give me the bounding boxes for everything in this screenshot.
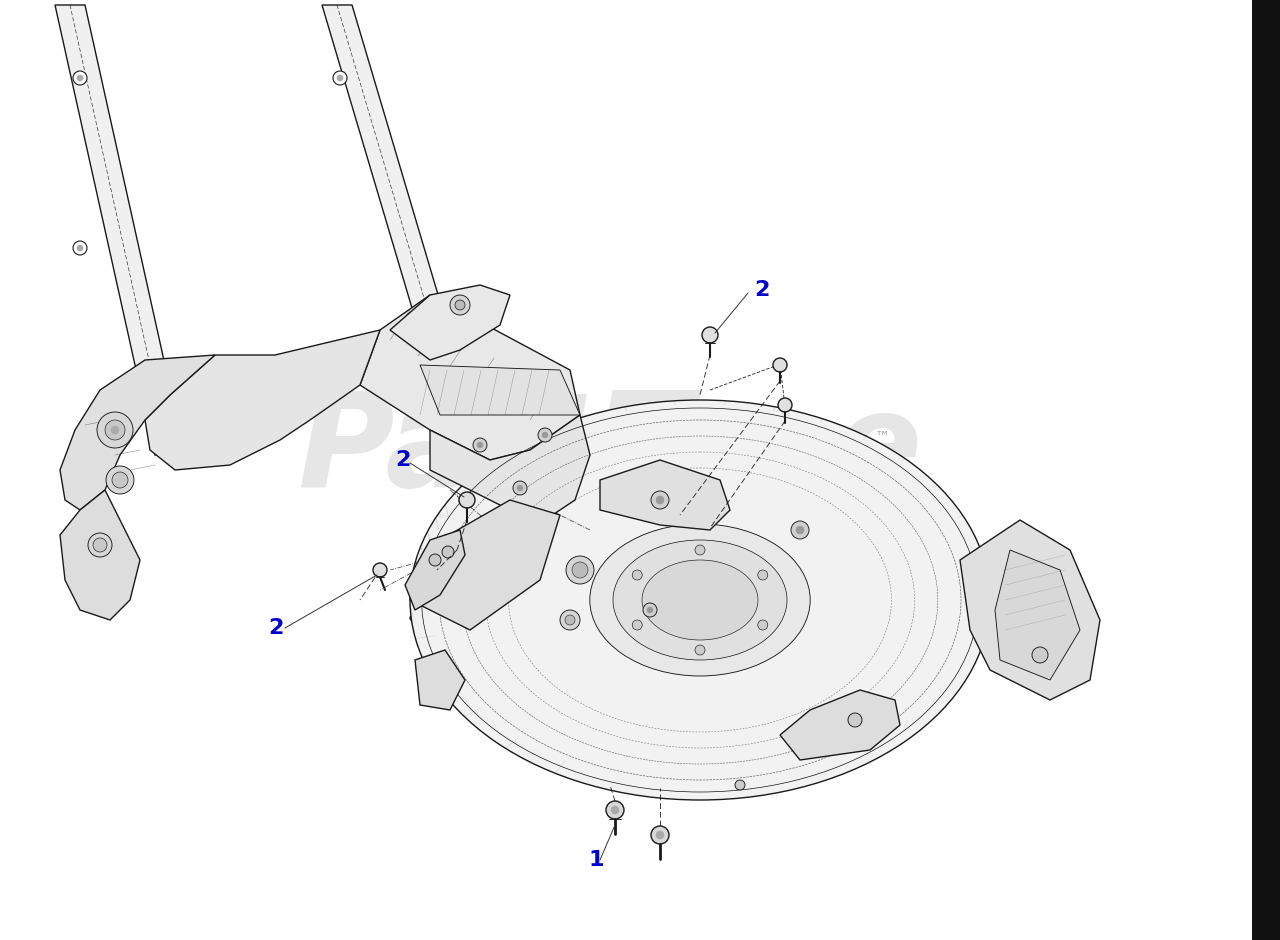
Circle shape	[796, 526, 804, 534]
Circle shape	[849, 713, 861, 727]
Circle shape	[657, 496, 664, 504]
Ellipse shape	[613, 540, 787, 660]
Circle shape	[778, 398, 792, 412]
Circle shape	[611, 806, 620, 814]
Circle shape	[735, 780, 745, 790]
Ellipse shape	[590, 524, 810, 676]
Polygon shape	[960, 520, 1100, 700]
Circle shape	[646, 607, 653, 613]
Circle shape	[337, 75, 343, 81]
Circle shape	[113, 472, 128, 488]
Polygon shape	[430, 415, 590, 520]
Text: 2: 2	[268, 618, 283, 638]
Circle shape	[1032, 647, 1048, 663]
Text: PartTree: PartTree	[297, 386, 923, 513]
Circle shape	[632, 620, 643, 630]
Polygon shape	[60, 490, 140, 620]
Circle shape	[105, 420, 125, 440]
Polygon shape	[60, 355, 215, 510]
Polygon shape	[360, 295, 580, 460]
Circle shape	[333, 71, 347, 85]
Polygon shape	[995, 550, 1080, 680]
Text: 2: 2	[754, 280, 769, 300]
Circle shape	[541, 432, 548, 438]
Circle shape	[758, 620, 768, 630]
Polygon shape	[410, 500, 561, 630]
Ellipse shape	[410, 400, 989, 800]
Circle shape	[758, 570, 768, 580]
Circle shape	[652, 491, 669, 509]
Text: ™: ™	[876, 430, 891, 445]
Polygon shape	[145, 330, 380, 470]
Circle shape	[474, 438, 486, 452]
Circle shape	[773, 358, 787, 372]
Circle shape	[564, 615, 575, 625]
Circle shape	[632, 570, 643, 580]
Circle shape	[111, 426, 119, 434]
Circle shape	[77, 245, 83, 251]
Circle shape	[106, 466, 134, 494]
Ellipse shape	[410, 594, 989, 642]
Circle shape	[538, 428, 552, 442]
Circle shape	[477, 442, 483, 448]
Circle shape	[572, 562, 588, 578]
Circle shape	[652, 826, 669, 844]
Circle shape	[451, 295, 470, 315]
Ellipse shape	[643, 560, 758, 640]
Circle shape	[88, 533, 113, 557]
Text: 2: 2	[396, 450, 411, 470]
Circle shape	[93, 538, 108, 552]
Circle shape	[73, 241, 87, 255]
Circle shape	[97, 412, 133, 448]
Circle shape	[695, 545, 705, 555]
Polygon shape	[323, 5, 451, 335]
Circle shape	[561, 610, 580, 630]
Polygon shape	[600, 460, 730, 530]
Polygon shape	[780, 690, 900, 760]
Circle shape	[517, 485, 524, 491]
Polygon shape	[404, 530, 465, 610]
Polygon shape	[390, 285, 509, 360]
Circle shape	[454, 300, 465, 310]
Circle shape	[605, 801, 625, 819]
Circle shape	[643, 603, 657, 617]
Circle shape	[429, 554, 442, 566]
Circle shape	[372, 563, 387, 577]
Circle shape	[791, 521, 809, 539]
Bar	[1252, 0, 1280, 940]
Polygon shape	[415, 650, 465, 710]
Circle shape	[73, 71, 87, 85]
Circle shape	[442, 546, 454, 558]
Circle shape	[77, 75, 83, 81]
Circle shape	[657, 831, 664, 839]
Text: 1: 1	[588, 850, 603, 870]
Circle shape	[460, 492, 475, 508]
Circle shape	[566, 556, 594, 584]
Polygon shape	[420, 365, 580, 415]
Polygon shape	[55, 5, 186, 455]
Circle shape	[695, 645, 705, 655]
Circle shape	[701, 327, 718, 343]
Circle shape	[513, 481, 527, 495]
